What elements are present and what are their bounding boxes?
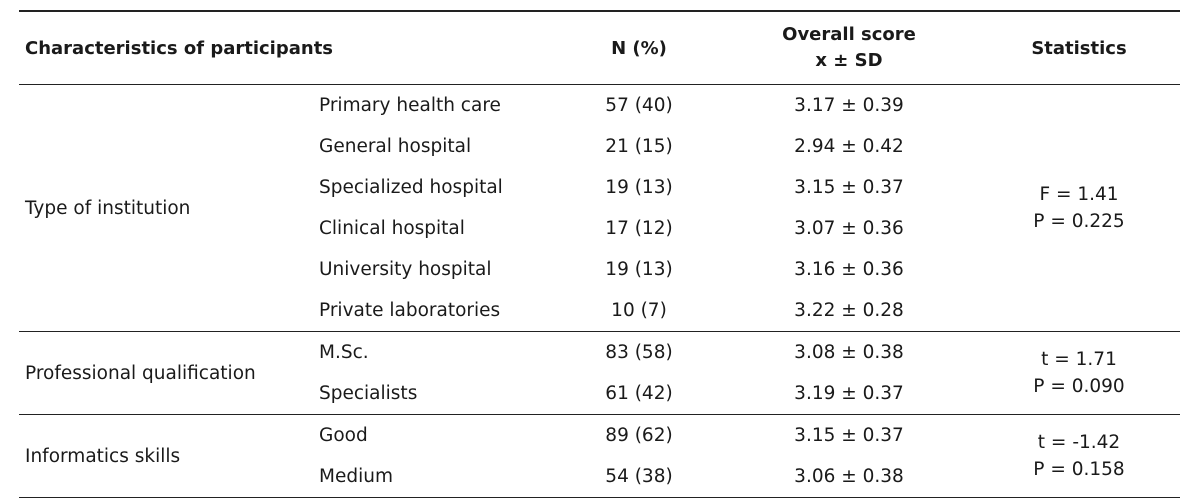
row-n: 89 (62)	[605, 425, 673, 446]
table-row: Private laboratories 10 (7) 3.22 ± 0.28	[19, 290, 1180, 331]
row-score: 2.94 ± 0.42	[794, 136, 904, 157]
row-score: 3.19 ± 0.37	[794, 383, 904, 404]
group-rule	[19, 331, 1180, 332]
row-score: 3.07 ± 0.36	[794, 218, 904, 239]
stat-line2: P = 0.090	[1033, 376, 1125, 397]
row-subcategory: M.Sc.	[319, 342, 369, 363]
group-label: Professional qualification	[25, 362, 256, 384]
row-score: 3.15 ± 0.37	[794, 177, 904, 198]
row-n: 17 (12)	[605, 218, 673, 239]
stat-line2: P = 0.225	[1033, 211, 1125, 232]
row-subcategory: University hospital	[319, 259, 492, 280]
group-statistics: F = 1.41 P = 0.225	[979, 85, 1179, 331]
group-label: Informatics skills	[25, 445, 181, 467]
row-n: 21 (15)	[605, 136, 673, 157]
table-row: Good 89 (62) 3.15 ± 0.37	[19, 415, 1180, 456]
row-subcategory: Specialists	[319, 383, 418, 404]
group-type-of-institution: Type of institution F = 1.41 P = 0.225 P…	[19, 85, 1180, 331]
table-row: Specialized hospital 19 (13) 3.15 ± 0.37	[19, 167, 1180, 208]
table-row: General hospital 21 (15) 2.94 ± 0.42	[19, 126, 1180, 167]
row-n: 19 (13)	[605, 177, 673, 198]
stat-line1: t = -1.42	[1037, 432, 1121, 453]
results-table: Characteristics of participants N (%) Ov…	[19, 10, 1180, 498]
header-statistics: Statistics	[1031, 37, 1127, 59]
group-label: Type of institution	[25, 197, 191, 219]
row-score: 3.15 ± 0.37	[794, 425, 904, 446]
stat-line2: P = 0.158	[1033, 459, 1125, 480]
table-row: Specialists 61 (42) 3.19 ± 0.37	[19, 373, 1180, 414]
row-n: 54 (38)	[605, 466, 673, 487]
row-subcategory: Specialized hospital	[319, 177, 503, 198]
row-subcategory: Primary health care	[319, 95, 501, 116]
row-subcategory: General hospital	[319, 136, 472, 157]
table-row: M.Sc. 83 (58) 3.08 ± 0.38	[19, 332, 1180, 373]
row-subcategory: Clinical hospital	[319, 218, 465, 239]
row-n: 83 (58)	[605, 342, 673, 363]
group-informatics-skills: Informatics skills t = -1.42 P = 0.158 G…	[19, 415, 1180, 497]
header-overall-score: Overall score x ± SD	[749, 12, 949, 84]
row-n: 57 (40)	[605, 95, 673, 116]
table-header: Characteristics of participants N (%) Ov…	[19, 12, 1180, 84]
header-rule	[19, 84, 1180, 85]
row-n: 10 (7)	[611, 300, 667, 321]
table-row: University hospital 19 (13) 3.16 ± 0.36	[19, 249, 1180, 290]
table-row: Medium 54 (38) 3.06 ± 0.38	[19, 456, 1180, 497]
row-score: 3.16 ± 0.36	[794, 259, 904, 280]
group-statistics: t = -1.42 P = 0.158	[979, 415, 1179, 497]
group-professional-qualification: Professional qualification t = 1.71 P = …	[19, 332, 1180, 414]
row-subcategory: Medium	[319, 466, 393, 487]
header-overall-score-line1: Overall score	[782, 24, 916, 45]
header-n-percent: N (%)	[611, 37, 667, 59]
row-subcategory: Good	[319, 425, 368, 446]
row-score: 3.22 ± 0.28	[794, 300, 904, 321]
stat-line1: F = 1.41	[1039, 184, 1119, 205]
table-row: Primary health care 57 (40) 3.17 ± 0.39	[19, 85, 1180, 126]
row-score: 3.06 ± 0.38	[794, 466, 904, 487]
group-statistics: t = 1.71 P = 0.090	[979, 332, 1179, 414]
header-overall-score-line2: x ± SD	[815, 50, 883, 71]
top-rule	[19, 10, 1180, 12]
row-subcategory: Private laboratories	[319, 300, 501, 321]
header-characteristics: Characteristics of participants	[25, 37, 334, 59]
table-row: Clinical hospital 17 (12) 3.07 ± 0.36	[19, 208, 1180, 249]
row-score: 3.17 ± 0.39	[794, 95, 904, 116]
stat-line1: t = 1.71	[1041, 349, 1117, 370]
row-n: 19 (13)	[605, 259, 673, 280]
group-rule	[19, 414, 1180, 415]
row-n: 61 (42)	[605, 383, 673, 404]
row-score: 3.08 ± 0.38	[794, 342, 904, 363]
